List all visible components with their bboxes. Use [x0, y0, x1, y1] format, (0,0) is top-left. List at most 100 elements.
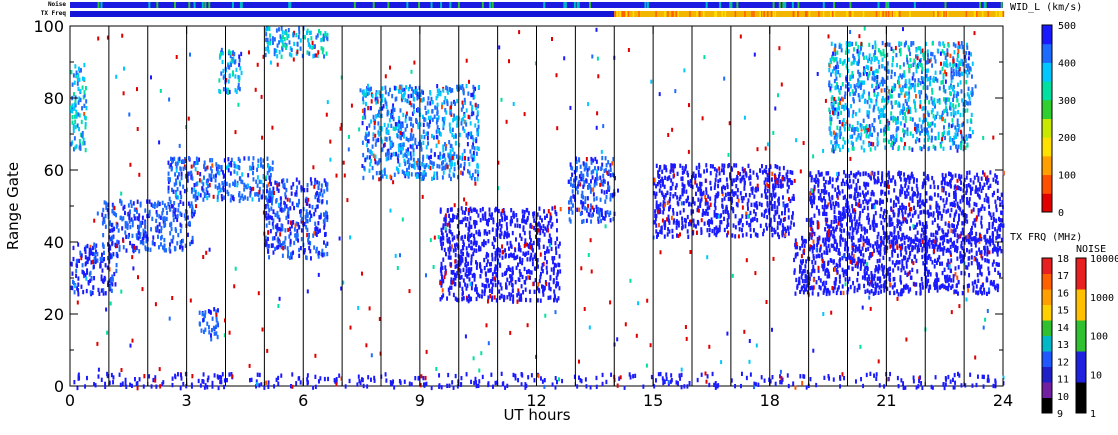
echo-point	[383, 171, 386, 176]
echo-point	[366, 91, 369, 97]
echo-point	[312, 54, 315, 59]
echo-point	[517, 291, 520, 296]
echo-point	[971, 281, 974, 286]
echo-point	[596, 172, 598, 178]
echo-point	[961, 237, 964, 242]
noise-bar-tick	[100, 2, 103, 8]
echo-point	[93, 264, 95, 269]
echo-point	[477, 124, 480, 129]
echo-point	[375, 100, 378, 105]
echo-point	[142, 232, 145, 238]
echo-point	[468, 221, 471, 226]
echo-point	[901, 263, 904, 268]
echo-point	[193, 161, 196, 166]
echo-point	[805, 275, 808, 280]
echo-point	[275, 48, 278, 54]
echo-point	[417, 141, 420, 147]
echo-point	[86, 256, 89, 262]
echo-point	[326, 215, 329, 220]
echo-point	[542, 289, 544, 294]
echo-point	[477, 146, 480, 152]
echo-point	[441, 154, 444, 159]
echo-point	[439, 209, 442, 214]
echo-point	[784, 208, 787, 213]
echo-point	[876, 276, 879, 281]
echo-point	[489, 294, 492, 299]
echo-point	[542, 244, 545, 249]
echo-point	[459, 275, 462, 280]
echo-point	[412, 133, 415, 139]
echo-point	[173, 245, 176, 251]
echo-point	[446, 296, 449, 301]
noise-bar-tick	[944, 2, 947, 8]
echo-point	[296, 229, 299, 234]
echo-point	[523, 230, 526, 236]
txfreq-bar-before	[70, 11, 615, 17]
echo-point	[200, 179, 203, 184]
echo-point	[717, 191, 720, 197]
echo-point	[718, 224, 721, 230]
echo-point	[966, 283, 969, 289]
echo-point	[557, 244, 560, 249]
echo-point	[420, 98, 422, 103]
txfreq-bar-tick	[621, 11, 624, 17]
noise-bar-tick	[148, 2, 151, 8]
echo-point	[589, 189, 592, 194]
echo-point	[816, 236, 819, 242]
echo-point	[776, 225, 779, 230]
echo-point	[448, 213, 451, 219]
echo-point	[89, 278, 92, 284]
echo-point	[417, 158, 420, 163]
echo-point	[866, 240, 869, 246]
echo-point	[934, 239, 937, 245]
echo-point	[290, 185, 293, 190]
echo-point	[229, 171, 232, 176]
echo-point	[403, 171, 406, 176]
echo-point	[319, 215, 322, 220]
echo-point	[292, 32, 295, 38]
txfreq-bar-tick	[981, 11, 984, 17]
echo-point	[773, 185, 776, 191]
echo-point	[680, 176, 683, 181]
echo-point	[600, 189, 603, 194]
echo-point	[113, 205, 116, 211]
noise-bar-tick	[822, 2, 825, 8]
echo-point	[519, 259, 522, 265]
echo-point	[850, 194, 853, 199]
echo-point	[184, 243, 187, 248]
echo-point	[463, 148, 466, 154]
echo-point	[961, 291, 964, 296]
echo-point	[118, 245, 121, 250]
echo-point	[274, 246, 277, 252]
txfreq-bar-tick	[862, 11, 865, 17]
echo-point	[309, 30, 312, 35]
echo-point	[397, 167, 400, 173]
echo-point	[161, 211, 164, 216]
echo-point	[461, 171, 464, 176]
echo-point	[786, 174, 789, 180]
echo-point	[473, 94, 476, 99]
echo-point	[275, 198, 278, 203]
echo-point	[465, 264, 468, 269]
echo-point	[210, 177, 213, 182]
echo-point	[925, 251, 927, 257]
echo-point	[943, 234, 945, 240]
echo-point	[464, 210, 466, 216]
echo-point	[472, 84, 475, 90]
echo-point	[726, 224, 729, 229]
echo-point	[227, 163, 230, 169]
echo-point	[706, 220, 709, 225]
echo-point	[391, 114, 394, 120]
echo-point	[445, 110, 448, 115]
echo-point	[436, 117, 439, 123]
echo-point	[436, 106, 439, 111]
echo-point	[470, 240, 473, 245]
echo-point	[392, 117, 395, 122]
echo-point	[216, 334, 219, 340]
echo-point	[581, 219, 584, 225]
echo-point	[811, 228, 814, 233]
echo-point	[137, 227, 140, 232]
echo-point	[539, 274, 542, 280]
echo-point	[988, 210, 991, 216]
echo-point	[845, 256, 848, 262]
